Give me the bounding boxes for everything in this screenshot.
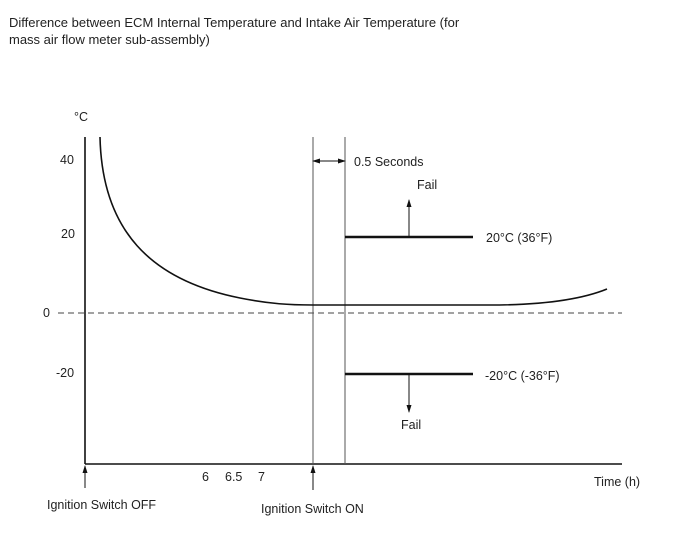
x-tick-6: 6 (202, 470, 209, 484)
y-tick-40: 40 (60, 153, 74, 167)
interval-label: 0.5 Seconds (354, 155, 424, 169)
x-axis-label: Time (h) (594, 475, 640, 489)
upper-fail-label: Fail (417, 178, 437, 192)
y-tick-0: 0 (43, 306, 50, 320)
lower-threshold-label: -20°C (-36°F) (485, 369, 560, 383)
diagram-title: Difference between ECM Internal Temperat… (9, 15, 460, 47)
temperature-curve (99, 136, 608, 306)
x-tick-7: 7 (258, 470, 265, 484)
upper-threshold-label: 20°C (36°F) (486, 231, 552, 245)
x-tick-6-5: 6.5 (225, 470, 242, 484)
ignition-off-label: Ignition Switch OFF (47, 498, 156, 512)
lower-fail-label: Fail (401, 418, 421, 432)
y-unit-label: °C (74, 110, 88, 124)
y-tick-minus20: -20 (56, 366, 74, 380)
y-tick-20: 20 (61, 227, 75, 241)
ignition-on-label: Ignition Switch ON (261, 502, 364, 516)
